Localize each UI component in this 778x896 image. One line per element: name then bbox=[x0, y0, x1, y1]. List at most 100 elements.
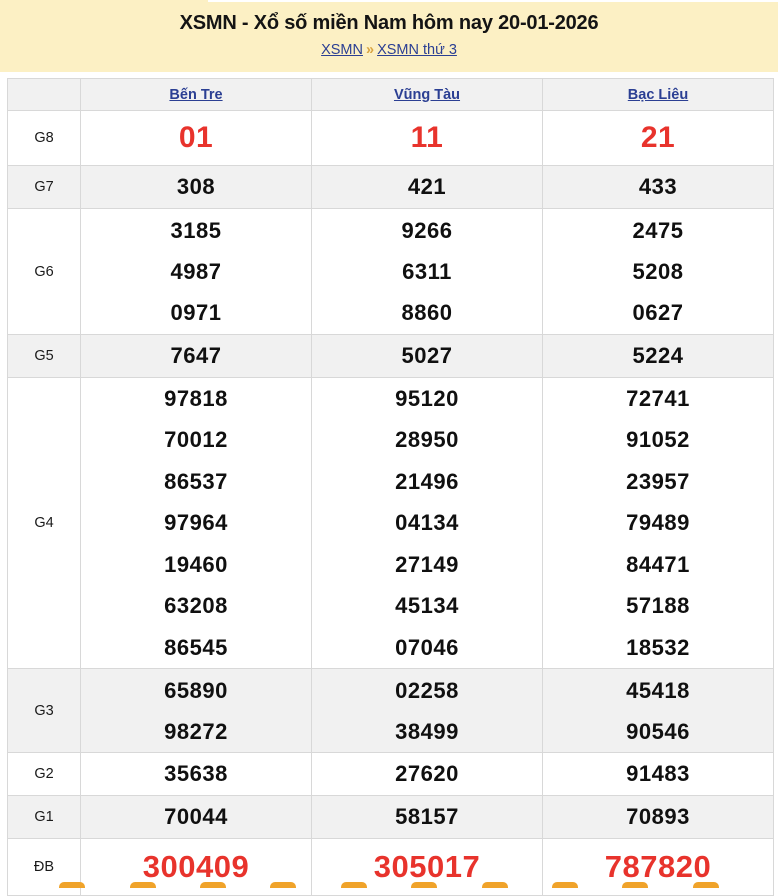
prize-number: 5208 bbox=[632, 259, 684, 284]
table-row: G2 35638 27620 91483 bbox=[7, 752, 774, 796]
table-row: G4 97818 70012 86537 97964 19460 63208 8… bbox=[7, 377, 774, 669]
loto-chip[interactable] bbox=[481, 882, 508, 888]
prize-number: 8860 bbox=[401, 300, 453, 325]
prize-cell: 308 bbox=[80, 165, 312, 209]
prize-number: 0627 bbox=[632, 300, 684, 325]
loto-chip[interactable] bbox=[622, 882, 649, 888]
table-row: G6 3185 4987 0971 9266 6311 8860 2475 52… bbox=[7, 208, 774, 335]
prize-cell: 21 bbox=[542, 110, 774, 166]
table-body: G8 01 11 21 G7 308 bbox=[7, 110, 774, 896]
table-row: G7 308 421 433 bbox=[7, 165, 774, 209]
prize-number: 95120 bbox=[395, 386, 459, 412]
prize-number: 421 bbox=[407, 174, 447, 199]
breadcrumb: XSMN» XSMN thứ 3 bbox=[0, 40, 778, 60]
loto-chip[interactable] bbox=[59, 882, 86, 888]
prize-cell: 421 bbox=[311, 165, 543, 209]
prize-cell: 2475 5208 0627 bbox=[542, 208, 774, 335]
prize-label: G2 bbox=[7, 752, 81, 796]
prize-number: 38499 bbox=[395, 718, 459, 744]
table-row: G1 70044 58157 70893 bbox=[7, 795, 774, 839]
prize-label: G6 bbox=[7, 208, 81, 335]
prize-number: 02258 bbox=[395, 677, 459, 703]
province-header-2: Bạc Liêu bbox=[542, 78, 774, 111]
prize-cell: 70893 bbox=[542, 795, 774, 839]
prize-number: 27149 bbox=[395, 551, 459, 577]
prize-cell: 433 bbox=[542, 165, 774, 209]
prize-number: 97964 bbox=[164, 510, 228, 536]
prize-number: 65890 bbox=[164, 677, 228, 703]
prize-number: 4987 bbox=[170, 259, 222, 284]
loto-chip[interactable] bbox=[692, 882, 719, 888]
prize-number: 98272 bbox=[164, 718, 228, 744]
prize-label: ĐB bbox=[7, 838, 81, 896]
province-link-2[interactable]: Bạc Liêu bbox=[627, 86, 689, 103]
prize-number: 72741 bbox=[626, 386, 690, 412]
prize-cell: 91483 bbox=[542, 752, 774, 796]
loto-chip-row bbox=[7, 882, 771, 888]
prize-cell: 65890 98272 bbox=[80, 668, 312, 753]
table-head: Bến Tre Vũng Tàu Bạc Liêu bbox=[7, 78, 774, 111]
prize-number: 07046 bbox=[395, 634, 459, 660]
prize-number: 305017 bbox=[373, 849, 481, 884]
prize-number: 6311 bbox=[402, 259, 452, 284]
prize-number: 308 bbox=[176, 174, 216, 199]
prize-cell: 787820 bbox=[542, 838, 774, 896]
loto-chip[interactable] bbox=[199, 882, 226, 888]
prize-cell: 35638 bbox=[80, 752, 312, 796]
prize-number: 21496 bbox=[395, 468, 459, 494]
prize-number: 01 bbox=[178, 121, 214, 154]
prize-number: 70012 bbox=[164, 427, 228, 453]
prize-number: 79489 bbox=[626, 510, 690, 536]
prize-number: 5027 bbox=[401, 343, 453, 368]
prize-label: G3 bbox=[7, 668, 81, 753]
page-header: XSMN - Xổ số miền Nam hôm nay 20-01-2026… bbox=[0, 0, 778, 72]
prize-number: 91052 bbox=[626, 427, 690, 453]
prize-number: 18532 bbox=[626, 634, 690, 660]
prize-cell: 5027 bbox=[311, 334, 543, 378]
breadcrumb-link-current[interactable]: XSMN thứ 3 bbox=[377, 42, 457, 58]
lottery-results-table: Bến Tre Vũng Tàu Bạc Liêu G8 01 bbox=[7, 78, 774, 896]
prize-cell: 45418 90546 bbox=[542, 668, 774, 753]
province-header-0: Bến Tre bbox=[80, 78, 312, 111]
prize-label: G4 bbox=[7, 377, 81, 669]
prize-cell: 58157 bbox=[311, 795, 543, 839]
prize-label: G7 bbox=[7, 165, 81, 209]
prize-number: 9266 bbox=[401, 218, 453, 243]
prize-number: 0971 bbox=[170, 300, 222, 325]
top-white-strip bbox=[208, 0, 778, 2]
prize-cell: 5224 bbox=[542, 334, 774, 378]
prize-number: 787820 bbox=[604, 849, 712, 884]
loto-chip[interactable] bbox=[340, 882, 367, 888]
prize-number: 11 bbox=[410, 121, 444, 154]
province-link-1[interactable]: Vũng Tàu bbox=[393, 86, 461, 103]
prize-number: 35638 bbox=[164, 761, 228, 786]
prize-cell: 95120 28950 21496 04134 27149 45134 0704… bbox=[311, 377, 543, 669]
prize-number: 04134 bbox=[395, 510, 459, 536]
prize-number: 86537 bbox=[164, 468, 228, 494]
prize-number: 19460 bbox=[164, 551, 228, 577]
breadcrumb-link-root[interactable]: XSMN bbox=[321, 42, 363, 58]
prize-number: 21 bbox=[640, 121, 676, 154]
table-header-row: Bến Tre Vũng Tàu Bạc Liêu bbox=[7, 78, 774, 111]
table-row: G3 65890 98272 02258 38499 45418 90546 bbox=[7, 668, 774, 753]
prize-number: 58157 bbox=[395, 804, 459, 829]
prize-number: 97818 bbox=[164, 386, 228, 412]
breadcrumb-separator: » bbox=[366, 42, 375, 58]
prize-number: 5224 bbox=[632, 343, 684, 368]
prize-number: 27620 bbox=[395, 761, 459, 786]
prize-cell: 70044 bbox=[80, 795, 312, 839]
loto-chip[interactable] bbox=[129, 882, 156, 888]
results-table-wrapper: Bến Tre Vũng Tàu Bạc Liêu G8 01 bbox=[0, 72, 778, 896]
province-link-0[interactable]: Bến Tre bbox=[169, 86, 223, 103]
prize-number: 90546 bbox=[626, 718, 690, 744]
loto-chip[interactable] bbox=[551, 882, 578, 888]
prize-cell: 97818 70012 86537 97964 19460 63208 8654… bbox=[80, 377, 312, 669]
prize-number: 300409 bbox=[142, 849, 250, 884]
table-row: G8 01 11 21 bbox=[7, 110, 774, 166]
province-header-1: Vũng Tàu bbox=[311, 78, 543, 111]
loto-chip[interactable] bbox=[270, 882, 297, 888]
prize-number: 70893 bbox=[626, 804, 690, 829]
loto-chip[interactable] bbox=[411, 882, 438, 888]
prize-number: 91483 bbox=[626, 761, 690, 786]
